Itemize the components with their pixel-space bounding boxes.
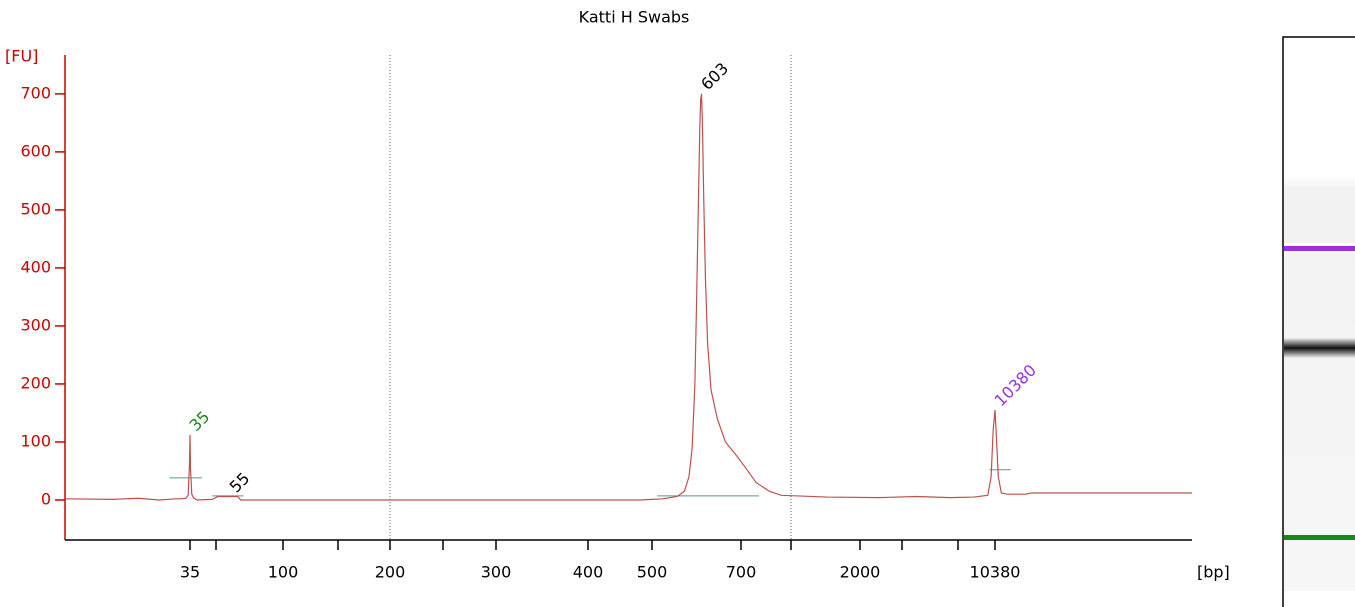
x-tick-label: 400 bbox=[573, 563, 604, 582]
x-axis-label: [bp] bbox=[1197, 563, 1230, 582]
sample-band bbox=[1284, 338, 1355, 358]
x-tick-label: 10380 bbox=[970, 563, 1021, 582]
lane-background bbox=[1284, 176, 1355, 591]
y-tick-label: 300 bbox=[20, 315, 51, 334]
lower-marker bbox=[1284, 535, 1355, 540]
gel-lane bbox=[1282, 36, 1355, 607]
peak-label: 603 bbox=[697, 59, 732, 94]
y-tick-label: 0 bbox=[41, 489, 51, 508]
x-tick-label: 200 bbox=[375, 563, 406, 582]
y-axis-label: [FU] bbox=[5, 47, 38, 66]
x-tick-label: 700 bbox=[726, 563, 757, 582]
y-tick-label: 600 bbox=[20, 141, 51, 160]
upper-marker bbox=[1284, 246, 1355, 251]
y-tick-label: 500 bbox=[20, 199, 51, 218]
peak-label: 10380 bbox=[991, 361, 1040, 410]
y-tick-label: 200 bbox=[20, 373, 51, 392]
x-tick-label: 35 bbox=[180, 563, 200, 582]
x-tick-label: 300 bbox=[481, 563, 512, 582]
chart-title: Katti H Swabs bbox=[579, 8, 690, 27]
y-tick-label: 700 bbox=[20, 83, 51, 102]
y-tick-label: 400 bbox=[20, 257, 51, 276]
peak-label: 35 bbox=[186, 407, 214, 435]
peak-label: 55 bbox=[226, 469, 254, 497]
x-tick-label: 100 bbox=[268, 563, 299, 582]
x-tick-label: 2000 bbox=[840, 563, 881, 582]
x-tick-label: 500 bbox=[637, 563, 668, 582]
y-tick-label: 100 bbox=[20, 431, 51, 450]
trace bbox=[64, 93, 1192, 501]
